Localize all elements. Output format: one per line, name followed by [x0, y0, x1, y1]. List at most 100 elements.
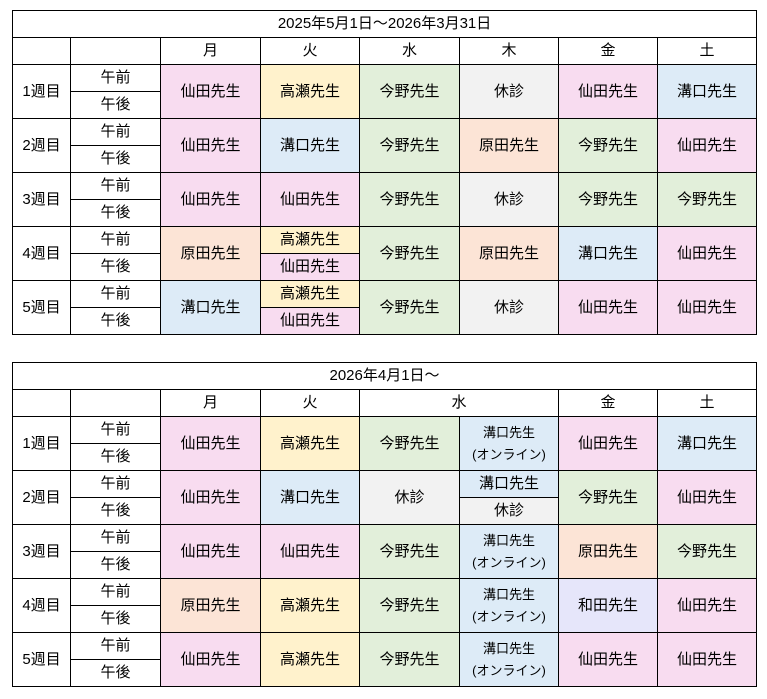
doctor-cell: 溝口先生 — [656, 64, 758, 119]
doctor-cell: 今野先生 — [359, 226, 460, 281]
week-row-pm: 午後 — [13, 659, 757, 687]
day-header: 水 — [359, 389, 559, 417]
day-header: 月 — [160, 37, 261, 65]
doctor-cell: 今野先生 — [359, 118, 460, 173]
week-row: 1週目 午前 仙田先生 高瀬先生 今野先生 溝口先生 (オンライン) 仙田先生 溝口先生 — [12, 416, 758, 471]
slot-am: 午前 — [70, 280, 161, 308]
doctor-cell: 和田先生 — [558, 578, 658, 633]
doctor-cell: 仙田先生 — [656, 578, 758, 633]
schedule-table-from-april-2026: 2026年4月1日～月火水金土 1週目 午前 仙田先生 高瀬先生 今野先生 溝口先生 (オン… — [11, 362, 758, 687]
doctor-cell: 高瀬先生 — [260, 226, 360, 254]
slot-pm: 午後 — [70, 497, 161, 525]
doctor-cell: 今野先生 — [558, 470, 658, 525]
slot-am: 午前 — [70, 416, 161, 444]
week-row: 5週目 午前 仙田先生 高瀬先生 今野先生 溝口先生 (オンライン) 仙田先生 仙田先生 — [12, 632, 758, 687]
doctor-cell: 溝口先生 (オンライン) — [459, 578, 559, 633]
week-label: 3週目 — [12, 172, 71, 227]
week-row: 3週目 午前 仙田先生 仙田先生 今野先生 休診 今野先生 今野先生 — [12, 172, 758, 227]
week-row: 4週目 午前 原田先生 高瀬先生 今野先生 溝口先生 (オンライン) 和田先生 仙田先生 — [12, 578, 758, 633]
corner-cell — [70, 389, 161, 417]
week-row: 1週目 午前 仙田先生 高瀬先生 今野先生 休診 仙田先生 溝口先生 — [12, 64, 758, 119]
day-header: 火 — [260, 389, 360, 417]
doctor-cell: 仙田先生 — [656, 118, 758, 173]
doctor-cell: 高瀬先生 — [260, 632, 360, 687]
day-header: 土 — [656, 389, 758, 417]
doctor-cell: 仙田先生 — [160, 172, 261, 227]
doctor-cell: 仙田先生 — [656, 280, 758, 335]
week-label: 5週目 — [12, 632, 71, 687]
slot-am: 午前 — [70, 118, 161, 146]
doctor-cell: 仙田先生 — [656, 632, 758, 687]
schedule-table-current: 2025年5月1日～2026年3月31日月火水木金土 1週目 午前 仙田先生 高瀬先生今… — [11, 10, 758, 335]
doctor-cell: 高瀬先生 — [260, 416, 360, 471]
doctor-cell: 溝口先生 — [459, 470, 559, 498]
doctor-cell: 今野先生 — [359, 280, 460, 335]
doctor-cell: 仙田先生 — [160, 118, 261, 173]
slot-pm: 午後 — [70, 551, 161, 579]
table-title: 2025年5月1日～2026年3月31日 — [11, 10, 758, 38]
week-row: 5週目 午前 溝口先生 高瀬先生 今野先生 休診 仙田先生 仙田先生 — [12, 280, 758, 335]
doctor-cell: 溝口先生 — [558, 226, 658, 281]
week-row-pm: 午後 休診 — [13, 497, 757, 525]
doctor-cell: 今野先生 — [558, 118, 658, 173]
slot-pm: 午後 — [70, 307, 161, 335]
day-header: 金 — [558, 37, 658, 65]
day-header: 月 — [160, 389, 261, 417]
day-header: 火 — [260, 37, 360, 65]
week-row: 2週目 午前 仙田先生 溝口先生 休診 溝口先生 今野先生 仙田先生 — [12, 470, 758, 525]
week-label: 2週目 — [12, 470, 71, 525]
doctor-cell: 仙田先生 — [260, 172, 360, 227]
doctor-cell: 仙田先生 — [656, 470, 758, 525]
doctor-cell: 溝口先生 (オンライン) — [459, 632, 559, 687]
doctor-cell: 仙田先生 — [260, 307, 360, 335]
slot-am: 午前 — [70, 578, 161, 606]
doctor-cell: 休診 — [459, 172, 559, 227]
slot-am: 午前 — [70, 632, 161, 660]
week-row: 3週目 午前 仙田先生 仙田先生 今野先生 溝口先生 (オンライン) 原田先生 今野先生 — [12, 524, 758, 579]
doctor-cell: 今野先生 — [558, 172, 658, 227]
doctor-cell: 原田先生 — [459, 226, 559, 281]
day-header: 土 — [656, 37, 758, 65]
doctor-cell: 仙田先生 — [260, 253, 360, 281]
table-title: 2026年4月1日～ — [11, 362, 758, 390]
doctor-cell: 原田先生 — [160, 578, 261, 633]
doctor-cell: 原田先生 — [160, 226, 261, 281]
day-header: 木 — [459, 37, 559, 65]
doctor-cell: 今野先生 — [359, 172, 460, 227]
week-row-pm: 午後 仙田先生 — [13, 307, 757, 335]
doctor-cell: 今野先生 — [359, 416, 460, 471]
slot-am: 午前 — [70, 226, 161, 254]
doctor-cell: 溝口先生 (オンライン) — [459, 524, 559, 579]
slot-am: 午前 — [70, 64, 161, 92]
doctor-cell: 仙田先生 — [260, 524, 360, 579]
doctor-cell: 今野先生 — [359, 524, 460, 579]
doctor-cell: 仙田先生 — [160, 64, 261, 119]
doctor-cell: 今野先生 — [656, 524, 758, 579]
doctor-cell: 今野先生 — [359, 632, 460, 687]
week-row: 4週目 午前 原田先生 高瀬先生 今野先生 原田先生 溝口先生 仙田先生 — [12, 226, 758, 281]
doctor-cell: 高瀬先生 — [260, 64, 360, 119]
corner-cell — [12, 389, 71, 417]
doctor-cell: 溝口先生 — [656, 416, 758, 471]
doctor-cell: 原田先生 — [558, 524, 658, 579]
doctor-cell: 今野先生 — [359, 578, 460, 633]
week-label: 1週目 — [12, 64, 71, 119]
doctor-cell: 原田先生 — [459, 118, 559, 173]
week-label: 2週目 — [12, 118, 71, 173]
week-label: 4週目 — [12, 578, 71, 633]
corner-cell — [12, 37, 71, 65]
week-row-pm: 午後 仙田先生 — [13, 253, 757, 281]
doctor-cell: 仙田先生 — [558, 632, 658, 687]
day-header: 金 — [558, 389, 658, 417]
slot-pm: 午後 — [70, 659, 161, 687]
doctor-cell: 休診 — [459, 280, 559, 335]
doctor-cell: 休診 — [459, 64, 559, 119]
doctor-cell: 仙田先生 — [558, 280, 658, 335]
week-label: 5週目 — [12, 280, 71, 335]
doctor-cell: 仙田先生 — [558, 64, 658, 119]
doctor-cell: 今野先生 — [359, 64, 460, 119]
doctor-cell: 仙田先生 — [558, 416, 658, 471]
doctor-cell: 高瀬先生 — [260, 280, 360, 308]
doctor-cell: 高瀬先生 — [260, 578, 360, 633]
doctor-cell: 休診 — [359, 470, 460, 525]
